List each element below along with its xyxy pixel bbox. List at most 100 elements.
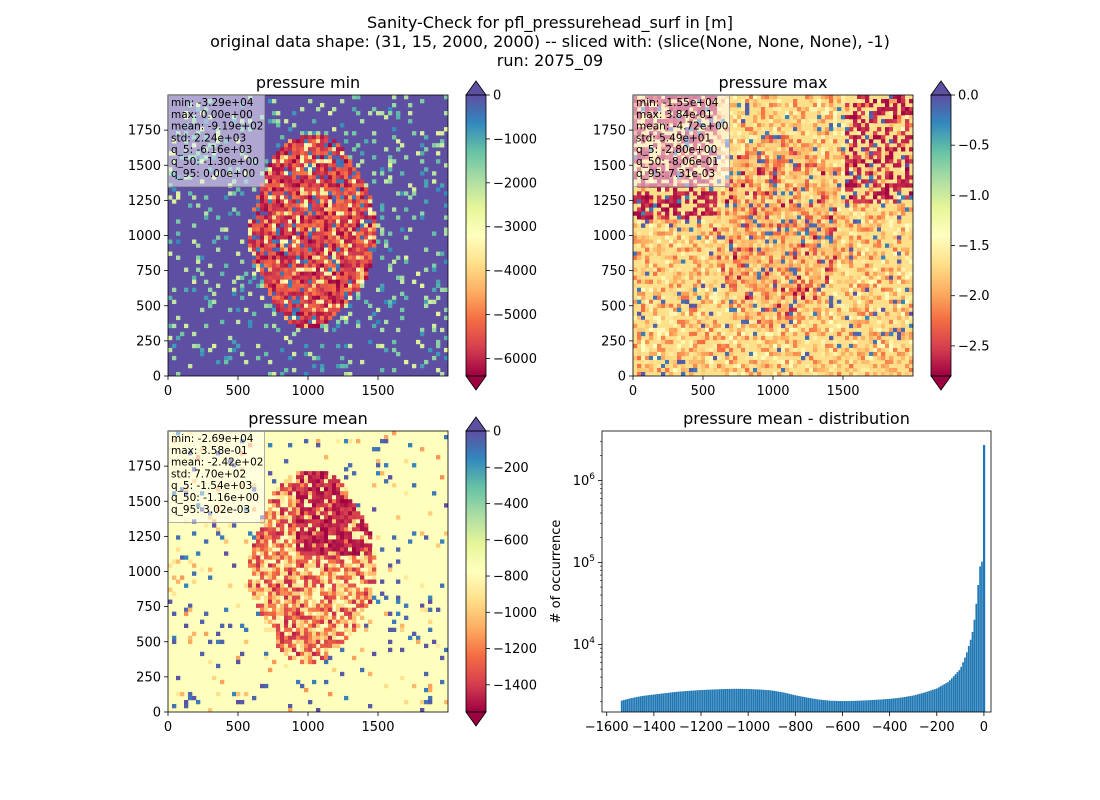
heatmap-cell [296,327,301,333]
heatmap-cell [793,103,798,108]
heatmap-cell [905,339,910,345]
heatmap-cell [753,103,758,108]
heatmap-cell [312,259,317,264]
heatmap-cell [641,323,646,329]
heatmap-cell [825,195,830,200]
heatmap-cell [757,279,762,284]
heatmap-cell [372,247,377,252]
heatmap-cell [817,195,822,200]
heatmap-cell [208,299,213,305]
heatmap-cell [332,151,337,156]
heatmap-cell [865,127,870,132]
heatmap-cell [288,275,293,280]
heatmap-cell [745,267,750,272]
heatmap-cell [216,215,221,220]
heatmap-cell [865,303,870,309]
heatmap-cell [857,95,862,100]
heatmap-cell [372,227,377,232]
heatmap-cell [781,347,786,353]
heatmap-cell [324,327,329,333]
heatmap-cell [729,179,734,184]
heatmap-cell [861,203,866,208]
heatmap-cell [364,219,369,224]
heatmap-cell [288,339,293,345]
heatmap-cell [340,247,345,252]
heatmap-cell [785,211,790,216]
heatmap-cell [821,339,826,345]
heatmap-cell [889,211,894,216]
stats-line: q_50: -1.30e+00 [171,156,259,168]
heatmap-cell [324,255,329,260]
heatmap-cell [765,103,770,108]
heatmap-cell [689,307,694,313]
heatmap-cell [897,327,902,333]
heatmap-cell [877,275,882,280]
heatmap-cell [833,267,838,272]
heatmap-cell [336,231,341,236]
heatmap-cell [777,127,782,132]
heatmap-cell [324,235,329,240]
heatmap-cell [777,303,782,309]
heatmap-cell [693,243,698,248]
heatmap-cell [765,163,770,168]
heatmap-cell [809,279,814,284]
heatmap-cell [657,319,662,325]
heatmap-cell [805,219,810,224]
heatmap-cell [785,191,790,196]
heatmap-cell [865,219,870,224]
heatmap-cell [737,139,742,144]
heatmap-cell [777,307,782,313]
heatmap-cell [741,263,746,268]
heatmap-cell [308,247,313,252]
heatmap-cell [340,163,345,168]
heatmap-cell [348,251,353,256]
heatmap-cell [364,263,369,268]
heatmap-cell [669,227,674,232]
heatmap-cell [749,315,754,321]
heatmap-cell [661,303,666,309]
heatmap-cell [745,335,750,341]
heatmap-cell [809,235,814,240]
heatmap-cell [725,227,730,232]
heatmap-cell [348,343,353,349]
heatmap-cell [809,175,814,180]
heatmap-cell [236,251,241,256]
heatmap-cell [833,291,838,297]
heatmap-cell [645,315,650,321]
heatmap-cell [757,111,762,116]
heatmap-cell [905,331,910,337]
heatmap-cell [753,315,758,321]
heatmap-cell [833,243,838,248]
heatmap-cell [340,263,345,268]
heatmap-cell [741,347,746,353]
heatmap-cell [328,263,333,268]
heatmap-cell [316,355,321,361]
heatmap-cell [793,279,798,284]
heatmap-cell [641,223,646,228]
heatmap-cell [276,291,281,297]
heatmap-cell [785,139,790,144]
heatmap-cell [849,123,854,128]
heatmap-cell [765,279,770,284]
heatmap-cell [853,283,858,288]
heatmap-cell [793,175,798,180]
heatmap-cell [344,211,349,216]
heatmap-cell [853,151,858,156]
heatmap-cell [440,251,445,256]
heatmap-cell [392,367,397,373]
heatmap-cell [789,207,794,212]
heatmap-cell [733,239,738,244]
heatmap-cell [384,347,389,353]
heatmap-cell [304,271,309,276]
heatmap-cell [705,267,710,272]
heatmap-cell [777,99,782,104]
heatmap-cell [280,175,285,180]
heatmap-cell [288,203,293,208]
heatmap-cell [717,347,722,353]
heatmap-cell [813,283,818,288]
heatmap-cell [841,243,846,248]
heatmap-cell [288,255,293,260]
heatmap-cell [324,291,329,297]
heatmap-cell [697,287,702,292]
heatmap-cell [705,311,710,317]
